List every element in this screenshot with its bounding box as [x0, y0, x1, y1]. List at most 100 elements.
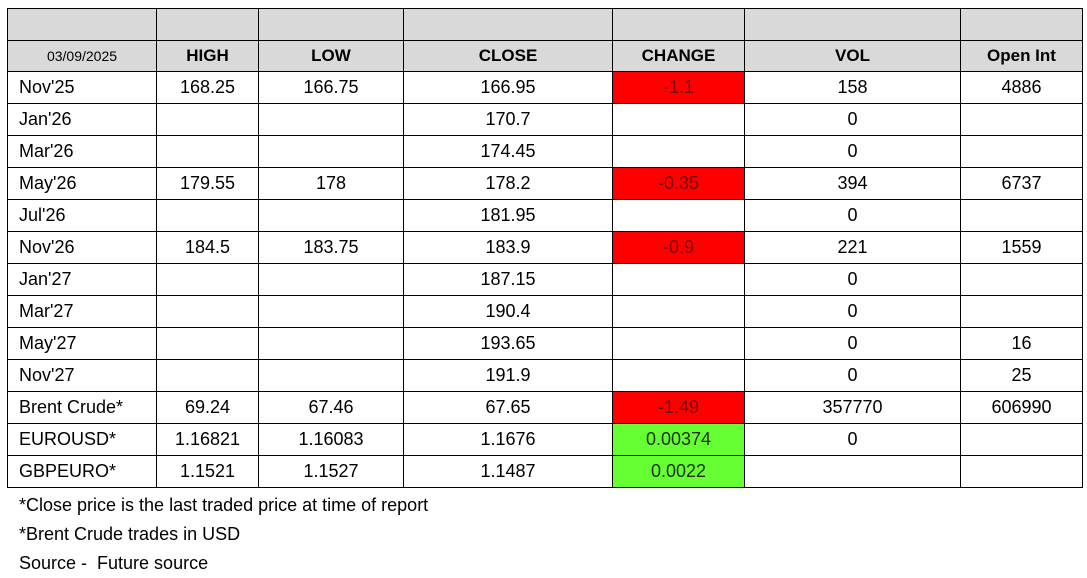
- close-cell: 190.4: [403, 295, 613, 328]
- close-cell: 183.9: [403, 231, 613, 264]
- close-cell: 187.15: [403, 263, 613, 296]
- high-cell: 184.5: [156, 231, 259, 264]
- vol-cell: 0: [744, 327, 961, 360]
- close-cell: 191.9: [403, 359, 613, 392]
- vol-cell: 0: [744, 423, 961, 456]
- change-cell: [612, 135, 745, 168]
- open-int-cell: 4886: [960, 71, 1083, 104]
- low-cell: [258, 327, 404, 360]
- futures-table: 03/09/2025 HIGH LOW CLOSE CHANGE VOL Ope…: [7, 8, 1083, 488]
- footnote-brent-usd: *Brent Crude trades in USD: [19, 524, 241, 544]
- vol-cell: 0: [744, 359, 961, 392]
- open-int-cell: [960, 423, 1083, 456]
- close-cell: 67.65: [403, 391, 613, 424]
- column-header-low: LOW: [258, 40, 404, 72]
- low-cell: [258, 103, 404, 136]
- open-int-cell: [960, 295, 1083, 328]
- row-name: Nov'25: [7, 71, 157, 104]
- row-name: Mar'26: [7, 135, 157, 168]
- table-row: Jan'26 170.7 0: [7, 103, 1083, 136]
- column-header-close: CLOSE: [403, 40, 613, 72]
- low-cell: 67.46: [258, 391, 404, 424]
- low-cell: 178: [258, 167, 404, 200]
- row-name: Nov'27: [7, 359, 157, 392]
- high-cell: 168.25: [156, 71, 259, 104]
- close-cell: 174.45: [403, 135, 613, 168]
- high-cell: 179.55: [156, 167, 259, 200]
- open-int-cell: 6737: [960, 167, 1083, 200]
- open-int-cell: 1559: [960, 231, 1083, 264]
- high-cell: [156, 359, 259, 392]
- row-name: Jan'26: [7, 103, 157, 136]
- change-cell: [612, 199, 745, 232]
- low-cell: [258, 135, 404, 168]
- table-row: Nov'27 191.9 0 25: [7, 359, 1083, 392]
- table-row: EUROUSD* 1.16821 1.16083 1.1676 0.00374 0: [7, 423, 1083, 456]
- change-cell: [612, 103, 745, 136]
- row-name: May'26: [7, 167, 157, 200]
- close-cell: 1.1676: [403, 423, 613, 456]
- vol-cell: 158: [744, 71, 961, 104]
- column-header-high: HIGH: [156, 40, 259, 72]
- open-int-cell: [960, 455, 1083, 488]
- high-cell: [156, 327, 259, 360]
- high-cell: 1.1521: [156, 455, 259, 488]
- row-name: Jul'26: [7, 199, 157, 232]
- low-cell: 166.75: [258, 71, 404, 104]
- high-cell: 1.16821: [156, 423, 259, 456]
- low-cell: [258, 199, 404, 232]
- blank-header-row: [7, 8, 1083, 41]
- high-cell: [156, 199, 259, 232]
- high-cell: [156, 103, 259, 136]
- table-row: Nov'25 168.25 166.75 166.95 -1.1 158 4886: [7, 71, 1083, 104]
- high-cell: [156, 295, 259, 328]
- low-cell: 1.1527: [258, 455, 404, 488]
- vol-cell: [744, 455, 961, 488]
- change-cell: -1.1: [612, 71, 745, 104]
- change-cell: [612, 359, 745, 392]
- change-cell: [612, 263, 745, 296]
- table-row: Mar'27 190.4 0: [7, 295, 1083, 328]
- vol-cell: 0: [744, 263, 961, 296]
- row-name: Mar'27: [7, 295, 157, 328]
- vol-cell: 0: [744, 103, 961, 136]
- column-header-row: 03/09/2025 HIGH LOW CLOSE CHANGE VOL Ope…: [7, 40, 1083, 72]
- column-header-change: CHANGE: [612, 40, 745, 72]
- change-cell: -0.9: [612, 231, 745, 264]
- table-row: Brent Crude* 69.24 67.46 67.65 -1.49 357770 60…: [7, 391, 1083, 424]
- row-name: EUROUSD*: [7, 423, 157, 456]
- close-cell: 1.1487: [403, 455, 613, 488]
- footnotes: *Close price is the last traded price at…: [19, 491, 428, 578]
- change-cell: [612, 327, 745, 360]
- close-cell: 181.95: [403, 199, 613, 232]
- change-cell: -0.35: [612, 167, 745, 200]
- report-date: 03/09/2025: [7, 40, 157, 72]
- table-row: May'27 193.65 0 16: [7, 327, 1083, 360]
- change-cell: 0.0022: [612, 455, 745, 488]
- low-cell: 183.75: [258, 231, 404, 264]
- row-name: Brent Crude*: [7, 391, 157, 424]
- column-header-vol: VOL: [744, 40, 961, 72]
- open-int-cell: [960, 263, 1083, 296]
- table-row: Jan'27 187.15 0: [7, 263, 1083, 296]
- low-cell: [258, 359, 404, 392]
- row-name: May'27: [7, 327, 157, 360]
- table-row: Jul'26 181.95 0: [7, 199, 1083, 232]
- change-cell: [612, 295, 745, 328]
- open-int-cell: 606990: [960, 391, 1083, 424]
- row-name: Jan'27: [7, 263, 157, 296]
- table-body: Nov'25 168.25 166.75 166.95 -1.1 158 4886 Jan'2…: [7, 71, 1083, 488]
- row-name: Nov'26: [7, 231, 157, 264]
- footnote-source: Source - Future source: [19, 553, 209, 573]
- table-row: GBPEURO* 1.1521 1.1527 1.1487 0.0022: [7, 455, 1083, 488]
- high-cell: [156, 135, 259, 168]
- vol-cell: 0: [744, 295, 961, 328]
- open-int-cell: 25: [960, 359, 1083, 392]
- close-cell: 193.65: [403, 327, 613, 360]
- open-int-cell: 16: [960, 327, 1083, 360]
- vol-cell: 0: [744, 199, 961, 232]
- vol-cell: 357770: [744, 391, 961, 424]
- table-row: Mar'26 174.45 0: [7, 135, 1083, 168]
- footnote-close-price: *Close price is the last traded price at…: [19, 495, 429, 515]
- open-int-cell: [960, 103, 1083, 136]
